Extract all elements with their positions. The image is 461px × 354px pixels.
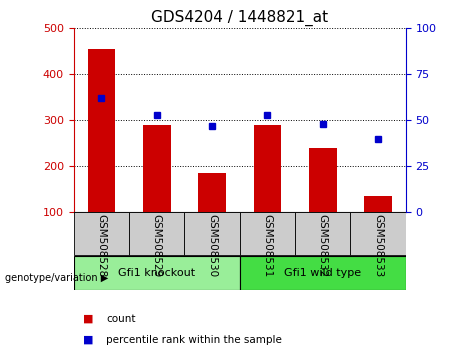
Bar [240,256,406,290]
Bar [184,212,240,255]
Text: count: count [106,314,136,324]
Bar [350,212,406,255]
Bar [240,212,295,255]
Text: ■: ■ [83,314,94,324]
Bar [74,256,240,290]
Bar [74,212,129,255]
Text: GSM508532: GSM508532 [318,214,328,277]
Text: GSM508531: GSM508531 [262,214,272,277]
Title: GDS4204 / 1448821_at: GDS4204 / 1448821_at [151,9,328,25]
Bar [309,148,337,212]
Bar [88,49,115,212]
Bar [198,173,226,212]
Text: GSM508530: GSM508530 [207,214,217,277]
Bar [254,125,281,212]
Text: GSM508529: GSM508529 [152,214,162,277]
Bar [295,212,350,255]
Text: ■: ■ [83,335,94,345]
Text: GSM508533: GSM508533 [373,214,383,277]
Text: Gfi1 knockout: Gfi1 knockout [118,268,195,278]
Bar [129,212,184,255]
Text: genotype/variation ▶: genotype/variation ▶ [5,273,108,283]
Text: percentile rank within the sample: percentile rank within the sample [106,335,282,345]
Text: Gfi1 wild type: Gfi1 wild type [284,268,361,278]
Bar [143,125,171,212]
Bar [364,196,392,212]
Text: GSM508528: GSM508528 [96,214,106,277]
